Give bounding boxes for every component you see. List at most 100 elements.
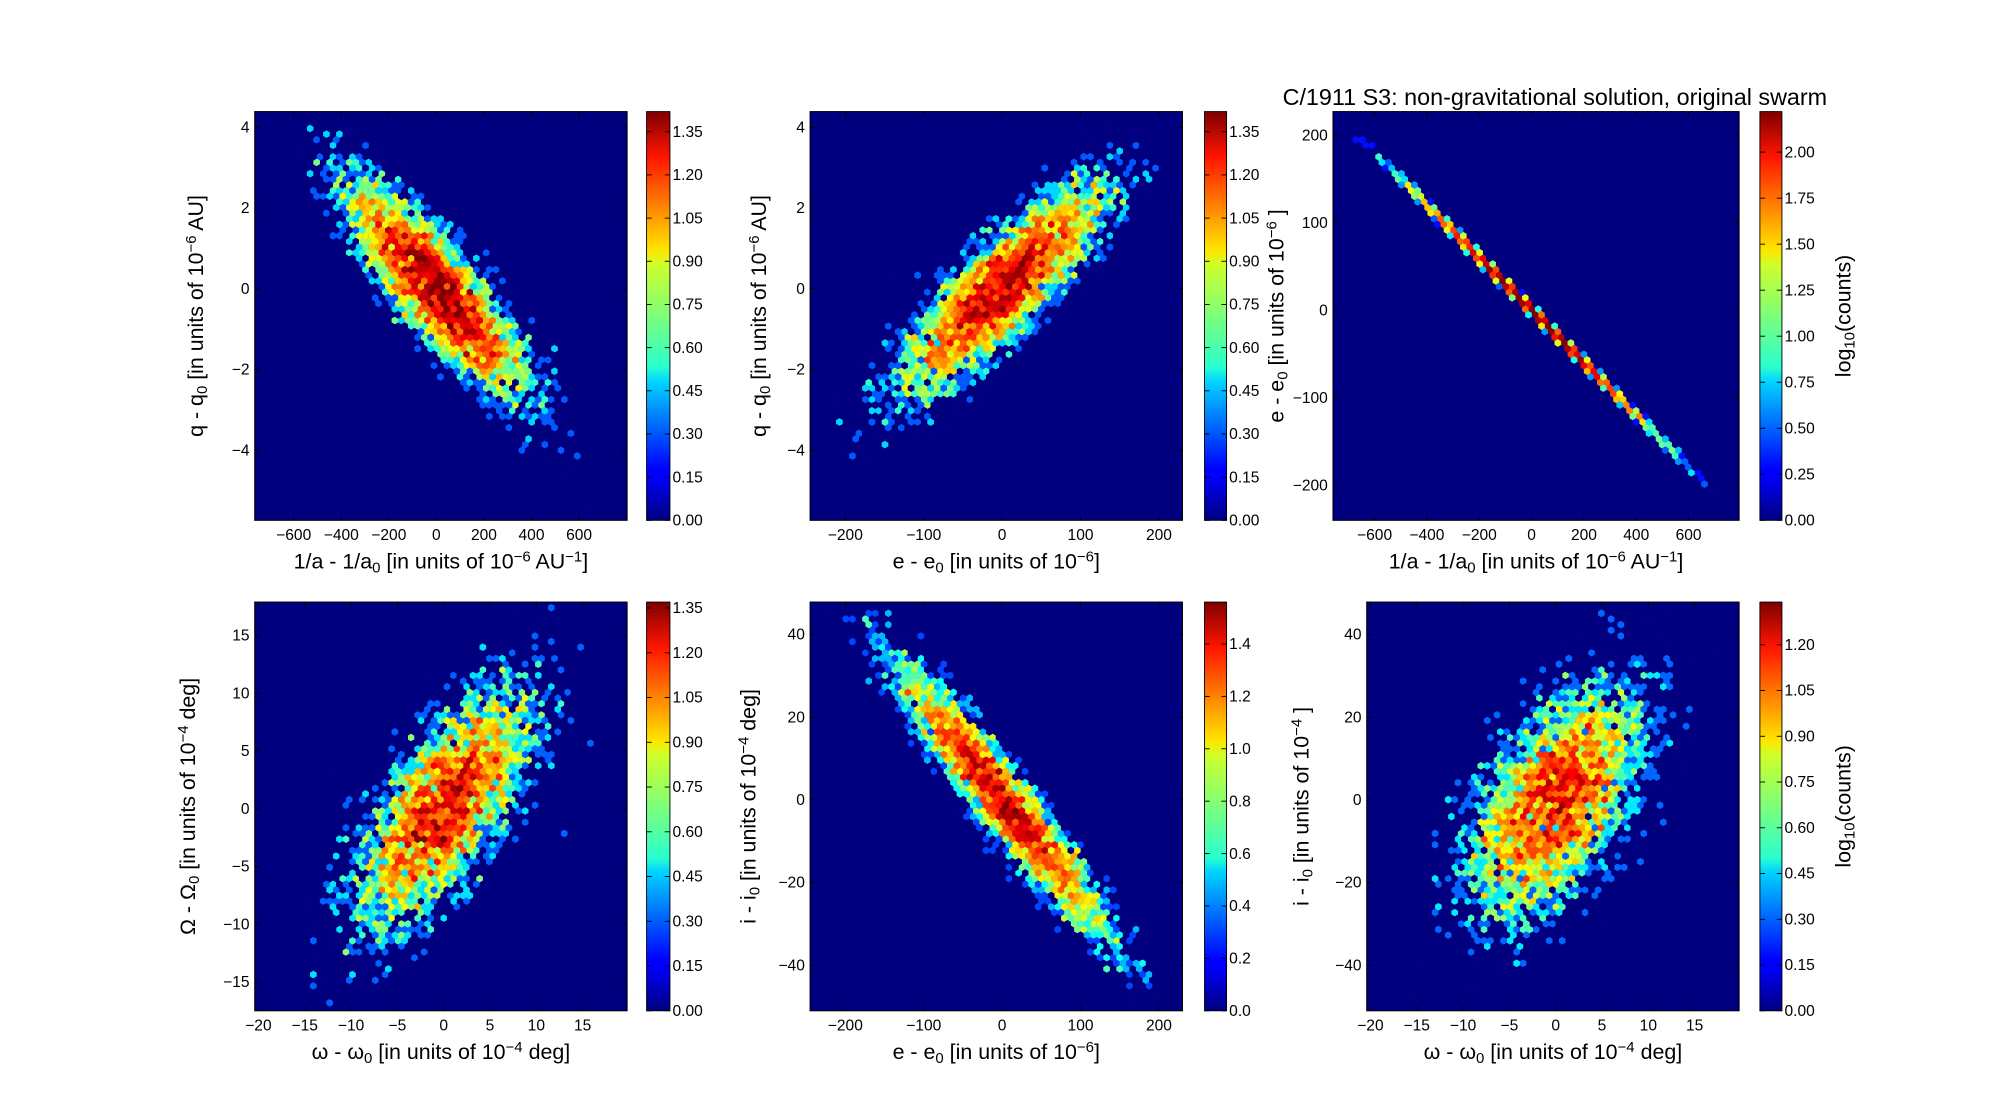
hex-bin [495,784,503,793]
hex-bin [401,778,408,787]
hex-bin [917,722,925,731]
hex-bin [482,682,490,691]
hex-bin [979,739,987,748]
hex-bin [1044,852,1052,860]
hex-bin [371,874,379,883]
hex-bin [1021,322,1029,330]
hex-bin [486,722,493,731]
hex-bin [323,175,330,184]
hex-bin [534,615,542,623]
hex-bin [446,277,454,285]
hex-bin [888,350,895,359]
hex-bin [521,716,529,725]
hex-bin [972,739,980,748]
hex-bin [342,936,350,945]
hex-bin [940,761,948,770]
hex-bin [1018,852,1026,860]
hex-bin [515,818,523,827]
hex-bin [1087,869,1094,877]
hex-bin [979,339,987,347]
hex-bin [1116,953,1123,962]
colorbar-tick-label: 0.00 [1229,513,1260,530]
hex-bin [492,423,500,432]
hex-bin [1557,333,1565,342]
hex-bin [1500,722,1507,731]
x-tick-label: 10 [528,1017,546,1034]
hex-bin [1510,863,1517,872]
hex-bin [495,829,503,838]
hex-bin [508,750,516,759]
hex-bin [933,271,941,280]
hex-bin [512,333,519,342]
hex-bin [933,316,941,325]
hex-bin [1021,254,1029,263]
hex-bin [1122,965,1130,973]
hex-bin [976,299,983,308]
hex-bin [362,880,369,889]
hex-bin [1018,158,1026,167]
hex-bin [1603,389,1611,398]
hex-bin [518,333,526,342]
hex-bin [1539,756,1547,764]
hex-bin [1012,282,1019,291]
hex-bin [381,948,389,956]
hex-bin [1064,874,1071,883]
hex-bin [541,728,549,736]
hex-bin [1060,914,1068,922]
hex-bin [349,209,356,218]
hex-bin [433,220,441,229]
hex-bin [943,344,951,353]
hex-bin [492,389,500,398]
hex-bin [1073,220,1081,229]
hex-bin [914,750,921,759]
hex-bin [512,699,519,708]
hex-bin [443,852,451,860]
hex-bin [1038,316,1045,325]
hex-bin [1126,198,1133,206]
hex-bin [401,243,408,251]
hex-bin [401,959,408,968]
hex-bin [525,643,532,652]
hex-bin [1622,401,1630,409]
hex-bin [362,914,369,922]
hex-bin [427,846,435,855]
hex-bin [1041,175,1049,184]
hex-bin [362,891,369,900]
hex-bin [332,169,340,178]
hex-bin [924,711,931,719]
hex-bin [953,271,961,280]
hex-bin [924,435,931,443]
hex-bin [1126,959,1133,968]
hex-bin [985,248,993,257]
hex-bin [940,327,948,336]
hex-bin [345,158,353,167]
hex-bin [950,288,957,297]
hex-bin [1555,807,1563,815]
hex-bin [1591,778,1599,787]
hex-bin [943,356,951,364]
hex-bin [368,891,376,900]
hex-bin [433,846,441,855]
hex-bin [976,790,983,798]
hex-bin [388,835,395,843]
hex-bin [1093,220,1101,229]
hex-bin [362,175,369,184]
hex-bin [1352,135,1360,144]
hex-bin [495,395,503,404]
hex-bin [904,367,912,376]
hex-bin [547,773,555,781]
hex-bin [404,237,412,246]
hex-bin [1476,260,1483,268]
colorbar-tick-label: 0.25 [1785,466,1815,483]
hex-bin [1549,807,1556,815]
hex-bin [1584,733,1592,742]
hex-bin [1038,237,1045,246]
hex-bin [982,333,990,342]
hex-bin [385,282,392,291]
y-tick-label: 4 [796,120,805,137]
hex-bin [858,654,866,663]
hex-bin [358,181,366,189]
hex-bin [1067,254,1075,263]
hex-bin [443,886,451,894]
hex-bin [342,231,350,240]
